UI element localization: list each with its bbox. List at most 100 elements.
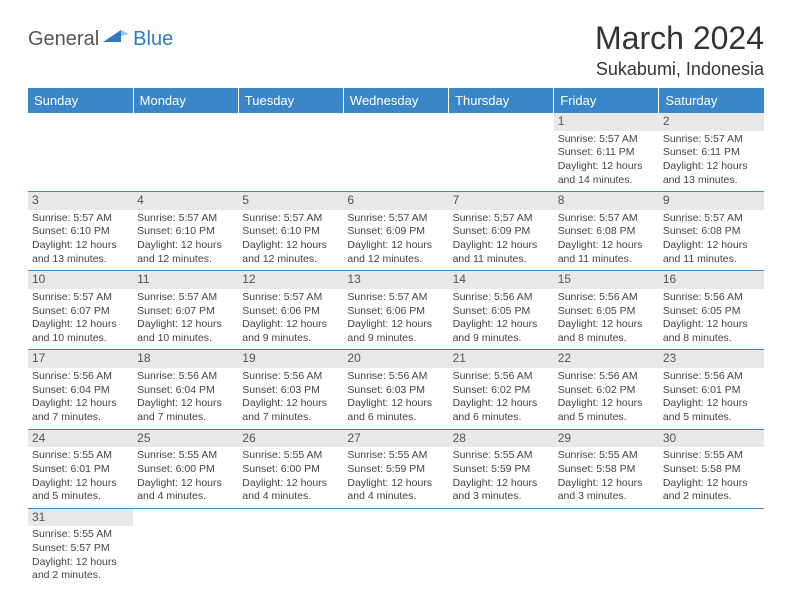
day-details: Sunrise: 5:57 AM Sunset: 6:10 PM Dayligh… [32,212,129,267]
day-details: Sunrise: 5:56 AM Sunset: 6:02 PM Dayligh… [453,370,550,425]
logo: General Blue [28,28,173,51]
day-details: Sunrise: 5:57 AM Sunset: 6:11 PM Dayligh… [663,133,760,188]
calendar-day-cell [449,113,554,192]
day-number: 12 [238,271,343,289]
day-number: 14 [449,271,554,289]
day-number: 20 [343,350,448,368]
calendar-day-cell [554,508,659,587]
day-number: 25 [133,430,238,448]
calendar-week-row: 3Sunrise: 5:57 AM Sunset: 6:10 PM Daylig… [28,192,764,271]
calendar-day-cell: 23Sunrise: 5:56 AM Sunset: 6:01 PM Dayli… [659,350,764,429]
calendar-day-cell: 31Sunrise: 5:55 AM Sunset: 5:57 PM Dayli… [28,508,133,587]
day-number: 2 [659,113,764,131]
day-details: Sunrise: 5:55 AM Sunset: 6:00 PM Dayligh… [137,449,234,504]
logo-text-blue: Blue [133,28,173,51]
calendar-day-cell: 13 Sunrise: 5:57 AM Sunset: 6:06 PM Dayli… [343,271,448,350]
calendar-day-cell: 14 Sunrise: 5:56 AM Sunset: 6:05 PM Dayli… [449,271,554,350]
weekday-header: Monday [133,88,238,113]
day-number: 9 [659,192,764,210]
day-details: Sunrise: 5:55 AM Sunset: 5:59 PM Dayligh… [347,449,444,504]
day-details: Sunrise: 5:57 AM Sunset: 6:10 PM Dayligh… [137,212,234,267]
day-details: Sunrise: 5:55 AM Sunset: 5:57 PM Dayligh… [32,528,129,583]
calendar-day-cell: 29Sunrise: 5:55 AM Sunset: 5:58 PM Dayli… [554,429,659,508]
day-number: 15 [554,271,659,289]
weekday-header: Thursday [449,88,554,113]
day-number: 11 [133,271,238,289]
day-details: Sunrise: 5:57 AM Sunset: 6:07 PM Dayligh… [32,291,129,346]
day-details: Sunrise: 5:56 AM Sunset: 6:05 PM Dayligh… [453,291,550,346]
day-number: 5 [238,192,343,210]
day-details: Sunrise: 5:56 AM Sunset: 6:03 PM Dayligh… [242,370,339,425]
day-number: 3 [28,192,133,210]
day-details: Sunrise: 5:57 AM Sunset: 6:06 PM Dayligh… [242,291,339,346]
calendar-day-cell [449,508,554,587]
calendar-day-cell: 2 Sunrise: 5:57 AM Sunset: 6:11 PM Daylig… [659,113,764,192]
calendar-day-cell: 18 Sunrise: 5:56 AM Sunset: 6:04 PM Dayli… [133,350,238,429]
calendar-day-cell: 8 Sunrise: 5:57 AM Sunset: 6:08 PM Daylig… [554,192,659,271]
day-details: Sunrise: 5:56 AM Sunset: 6:05 PM Dayligh… [558,291,655,346]
calendar-week-row: 10Sunrise: 5:57 AM Sunset: 6:07 PM Dayli… [28,271,764,350]
calendar-day-cell: 22Sunrise: 5:56 AM Sunset: 6:02 PM Dayli… [554,350,659,429]
calendar-week-row: 24Sunrise: 5:55 AM Sunset: 6:01 PM Dayli… [28,429,764,508]
day-number: 8 [554,192,659,210]
day-number: 13 [343,271,448,289]
day-number: 1 [554,113,659,131]
day-number: 21 [449,350,554,368]
day-details: Sunrise: 5:57 AM Sunset: 6:06 PM Dayligh… [347,291,444,346]
calendar-day-cell: 4Sunrise: 5:57 AM Sunset: 6:10 PM Daylig… [133,192,238,271]
calendar-day-cell: 17 Sunrise: 5:56 AM Sunset: 6:04 PM Dayli… [28,350,133,429]
day-details: Sunrise: 5:57 AM Sunset: 6:11 PM Dayligh… [558,133,655,188]
calendar-header-row: SundayMondayTuesdayWednesdayThursdayFrid… [28,88,764,113]
calendar-day-cell: 19 Sunrise: 5:56 AM Sunset: 6:03 PM Dayli… [238,350,343,429]
day-number: 30 [659,430,764,448]
calendar-day-cell: 7Sunrise: 5:57 AM Sunset: 6:09 PM Daylig… [449,192,554,271]
calendar-day-cell: 1 Sunrise: 5:57 AM Sunset: 6:11 PM Daylig… [554,113,659,192]
flag-icon [103,28,129,51]
calendar-day-cell: 11Sunrise: 5:57 AM Sunset: 6:07 PM Dayli… [133,271,238,350]
calendar-day-cell: 24Sunrise: 5:55 AM Sunset: 6:01 PM Dayli… [28,429,133,508]
day-number: 22 [554,350,659,368]
calendar-body: 1Sunrise: 5:57 AM Sunset: 6:11 PM Daylig… [28,113,764,587]
calendar-day-cell: 25Sunrise: 5:55 AM Sunset: 6:00 PM Dayli… [133,429,238,508]
logo-text-general: General [28,28,99,51]
weekday-header: Saturday [659,88,764,113]
day-details: Sunrise: 5:57 AM Sunset: 6:08 PM Dayligh… [558,212,655,267]
calendar-day-cell: 28Sunrise: 5:55 AM Sunset: 5:59 PM Dayli… [449,429,554,508]
calendar-day-cell: 10Sunrise: 5:57 AM Sunset: 6:07 PM Dayli… [28,271,133,350]
weekday-header: Wednesday [343,88,448,113]
day-details: Sunrise: 5:56 AM Sunset: 6:04 PM Dayligh… [32,370,129,425]
calendar-day-cell [659,508,764,587]
calendar-week-row: 1Sunrise: 5:57 AM Sunset: 6:11 PM Daylig… [28,113,764,192]
weekday-header: Friday [554,88,659,113]
day-details: Sunrise: 5:55 AM Sunset: 6:00 PM Dayligh… [242,449,339,504]
day-details: Sunrise: 5:57 AM Sunset: 6:09 PM Dayligh… [453,212,550,267]
calendar-day-cell: 5Sunrise: 5:57 AM Sunset: 6:10 PM Daylig… [238,192,343,271]
weekday-header: Sunday [28,88,133,113]
day-number: 17 [28,350,133,368]
day-number: 18 [133,350,238,368]
location: Sukabumi, Indonesia [595,59,764,80]
calendar-day-cell: 6Sunrise: 5:57 AM Sunset: 6:09 PM Daylig… [343,192,448,271]
day-number: 31 [28,509,133,527]
calendar-day-cell: 27Sunrise: 5:55 AM Sunset: 5:59 PM Dayli… [343,429,448,508]
calendar-day-cell [238,508,343,587]
calendar-day-cell: 15 Sunrise: 5:56 AM Sunset: 6:05 PM Dayli… [554,271,659,350]
calendar-day-cell: 20Sunrise: 5:56 AM Sunset: 6:03 PM Dayli… [343,350,448,429]
calendar-day-cell [28,113,133,192]
day-details: Sunrise: 5:55 AM Sunset: 5:58 PM Dayligh… [663,449,760,504]
day-details: Sunrise: 5:56 AM Sunset: 6:04 PM Dayligh… [137,370,234,425]
day-number: 23 [659,350,764,368]
title-block: March 2024 Sukabumi, Indonesia [595,20,764,80]
day-details: Sunrise: 5:55 AM Sunset: 5:58 PM Dayligh… [558,449,655,504]
day-number: 19 [238,350,343,368]
calendar-day-cell: 9 Sunrise: 5:57 AM Sunset: 6:08 PM Daylig… [659,192,764,271]
calendar-week-row: 31Sunrise: 5:55 AM Sunset: 5:57 PM Dayli… [28,508,764,587]
day-number: 24 [28,430,133,448]
calendar-day-cell: 21 Sunrise: 5:56 AM Sunset: 6:02 PM Dayli… [449,350,554,429]
calendar-week-row: 17Sunrise: 5:56 AM Sunset: 6:04 PM Dayli… [28,350,764,429]
calendar-day-cell [133,508,238,587]
calendar-day-cell: 26Sunrise: 5:55 AM Sunset: 6:00 PM Dayli… [238,429,343,508]
header: General Blue March 2024 Sukabumi, Indone… [28,20,764,80]
weekday-header: Tuesday [238,88,343,113]
day-details: Sunrise: 5:57 AM Sunset: 6:08 PM Dayligh… [663,212,760,267]
